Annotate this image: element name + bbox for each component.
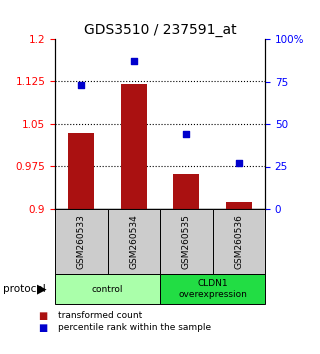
Text: GSM260536: GSM260536 xyxy=(234,214,243,269)
Point xyxy=(184,131,189,137)
Text: CLDN1
overexpression: CLDN1 overexpression xyxy=(178,279,247,299)
Bar xyxy=(55,274,160,304)
Text: ■: ■ xyxy=(38,311,48,321)
Bar xyxy=(212,209,265,274)
Bar xyxy=(160,209,212,274)
Text: GSM260535: GSM260535 xyxy=(182,214,191,269)
Text: transformed count: transformed count xyxy=(58,312,142,320)
Bar xyxy=(55,209,108,274)
Point xyxy=(131,58,136,64)
Bar xyxy=(108,209,160,274)
Text: control: control xyxy=(92,285,123,293)
Text: percentile rank within the sample: percentile rank within the sample xyxy=(58,324,211,332)
Bar xyxy=(173,174,199,209)
Text: GSM260533: GSM260533 xyxy=(77,214,86,269)
Text: GSM260534: GSM260534 xyxy=(129,214,138,269)
Bar xyxy=(68,132,94,209)
Bar xyxy=(121,84,147,209)
Bar xyxy=(226,202,252,209)
Point xyxy=(79,82,84,88)
Title: GDS3510 / 237591_at: GDS3510 / 237591_at xyxy=(84,23,236,36)
Bar xyxy=(160,274,265,304)
Text: ▶: ▶ xyxy=(37,282,47,296)
Text: ■: ■ xyxy=(38,323,48,333)
Text: protocol: protocol xyxy=(3,284,46,294)
Point xyxy=(236,160,241,166)
